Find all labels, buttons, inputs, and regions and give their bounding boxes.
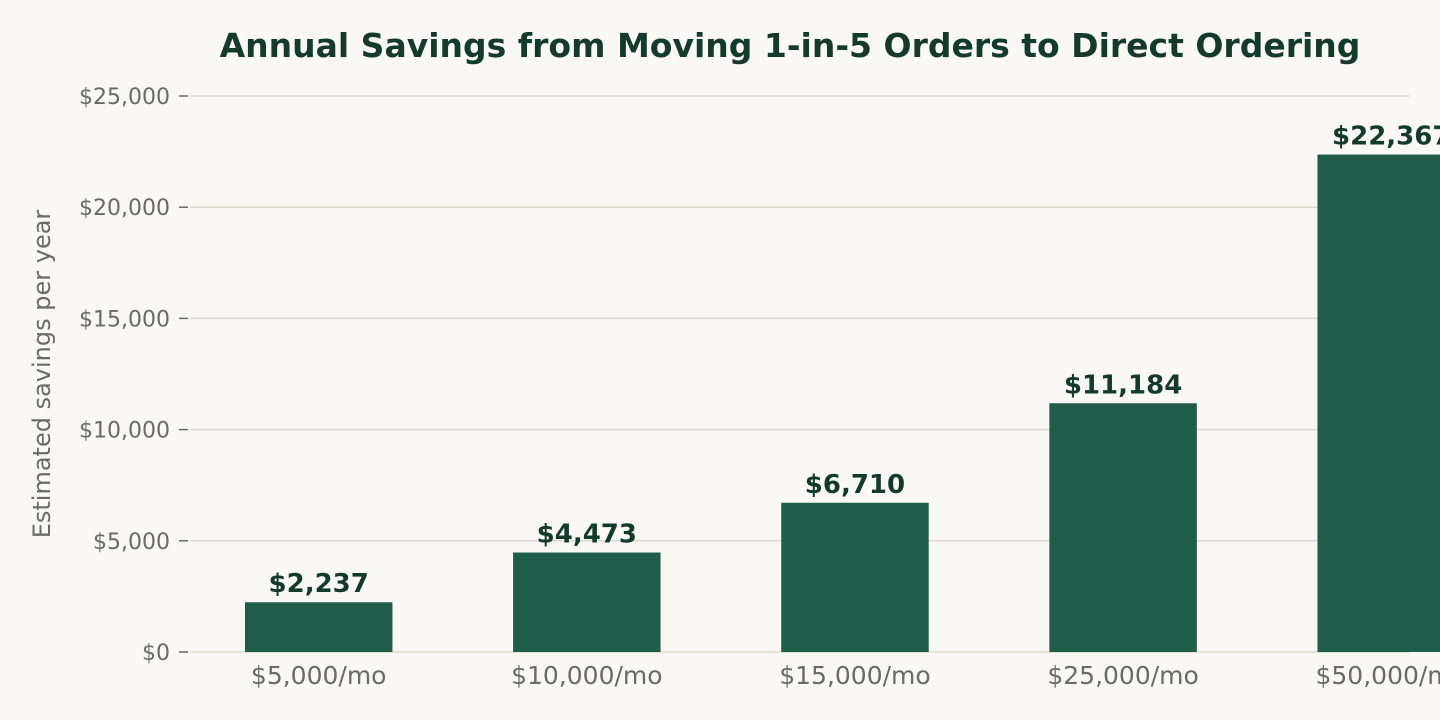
x-tick-label: $5,000/mo (251, 661, 387, 690)
bar (1317, 154, 1440, 652)
data-label: $22,367 (1332, 122, 1440, 152)
y-tick-label: $25,000 (79, 85, 170, 110)
bars (244, 154, 1440, 652)
data-labels: $2,237 $4,473 $6,710 $11,184 $22,367 (269, 122, 1440, 600)
data-label: $6,710 (805, 470, 905, 500)
y-axis-label: Estimated savings per year (28, 210, 56, 539)
x-tick-label: $50,000/mo (1316, 661, 1440, 690)
data-label: $2,237 (269, 569, 369, 599)
bar (513, 552, 661, 652)
x-axis-ticks: $5,000/mo $10,000/mo $15,000/mo $25,000/mo $… (251, 661, 1440, 690)
data-label: $11,184 (1064, 370, 1182, 400)
bar (1049, 403, 1197, 652)
data-label: $4,473 (537, 520, 637, 550)
y-tick-label: $20,000 (79, 196, 170, 221)
y-tick-label: $0 (142, 641, 170, 666)
y-tick-label: $5,000 (93, 530, 170, 555)
y-axis-ticks: $0 $5,000 $10,000 $15,000 $20,000 $25,000 (79, 85, 188, 666)
x-tick-label: $25,000/mo (1047, 661, 1198, 690)
x-tick-label: $10,000/mo (511, 661, 662, 690)
bar (781, 502, 929, 652)
y-tick-label: $15,000 (79, 307, 170, 332)
bar (244, 602, 393, 652)
grid-lines (190, 95, 1410, 653)
chart-title: Annual Savings from Moving 1-in-5 Orders… (220, 26, 1361, 65)
y-tick-label: $10,000 (79, 419, 170, 444)
x-tick-label: $15,000/mo (779, 661, 930, 690)
